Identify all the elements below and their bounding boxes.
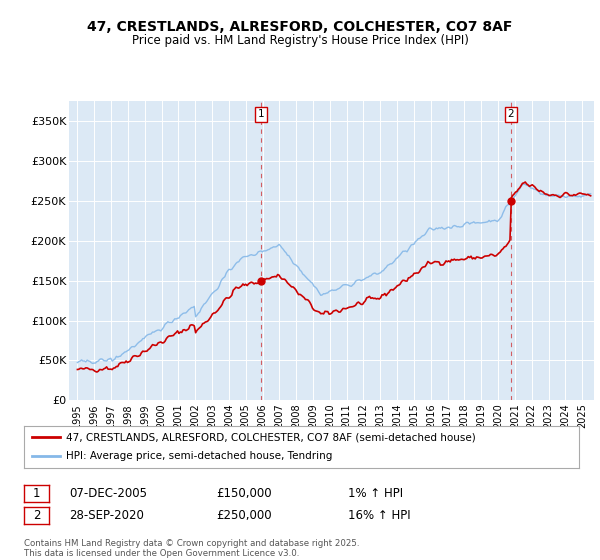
Text: £150,000: £150,000 — [216, 487, 272, 500]
Text: HPI: Average price, semi-detached house, Tendring: HPI: Average price, semi-detached house,… — [65, 451, 332, 461]
Text: 28-SEP-2020: 28-SEP-2020 — [69, 509, 144, 522]
Text: 1: 1 — [258, 109, 265, 119]
Text: 16% ↑ HPI: 16% ↑ HPI — [348, 509, 410, 522]
Text: 47, CRESTLANDS, ALRESFORD, COLCHESTER, CO7 8AF: 47, CRESTLANDS, ALRESFORD, COLCHESTER, C… — [88, 20, 512, 34]
Text: 2: 2 — [33, 509, 40, 522]
Text: Price paid vs. HM Land Registry's House Price Index (HPI): Price paid vs. HM Land Registry's House … — [131, 34, 469, 46]
Text: 07-DEC-2005: 07-DEC-2005 — [69, 487, 147, 500]
Text: Contains HM Land Registry data © Crown copyright and database right 2025.
This d: Contains HM Land Registry data © Crown c… — [24, 539, 359, 558]
Text: £250,000: £250,000 — [216, 509, 272, 522]
Text: 1% ↑ HPI: 1% ↑ HPI — [348, 487, 403, 500]
Text: 1: 1 — [33, 487, 40, 500]
Text: 47, CRESTLANDS, ALRESFORD, COLCHESTER, CO7 8AF (semi-detached house): 47, CRESTLANDS, ALRESFORD, COLCHESTER, C… — [65, 432, 475, 442]
Text: 2: 2 — [508, 109, 514, 119]
